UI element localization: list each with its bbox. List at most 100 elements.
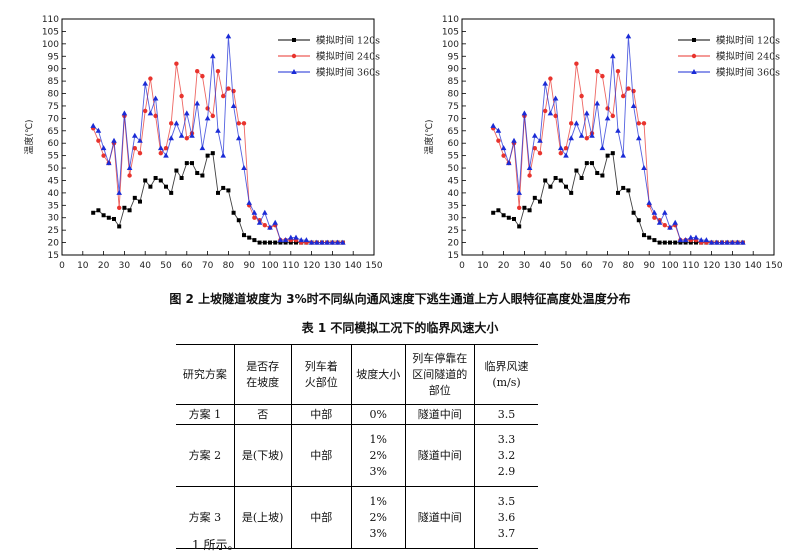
data-point-triangle: [329, 239, 336, 245]
data-point-square: [262, 240, 267, 245]
speed-value: 3.2: [497, 448, 516, 462]
speed-value: 3.3: [497, 432, 516, 446]
speed-value: 3.7: [497, 526, 516, 540]
data-point-square: [553, 175, 558, 180]
header-plan: 研究方案: [176, 344, 235, 405]
data-point-triangle: [230, 102, 237, 108]
table-header-row: 研究方案 是否存在坡度 列车着火部位 坡度大小 列车停靠在区间隧道的部位 临界风…: [176, 344, 538, 405]
data-point-square: [112, 216, 116, 221]
header-slope: 是否存在坡度: [233, 344, 292, 405]
data-point-triangle: [262, 209, 268, 215]
data-point-triangle: [599, 145, 606, 151]
data-point-square: [605, 153, 610, 158]
data-point-square: [294, 240, 298, 245]
data-point-triangle: [506, 160, 512, 166]
y-tick-label: 35: [48, 201, 59, 211]
data-point-triangle: [558, 145, 564, 151]
header-fire: 列车着火部位: [290, 344, 352, 405]
data-point-triangle: [126, 165, 133, 171]
series-line: [493, 152, 743, 244]
data-point-square: [662, 240, 667, 245]
data-point-circle: [532, 145, 537, 151]
grade-value: 3%: [369, 464, 387, 478]
data-point-triangle: [552, 95, 559, 101]
data-point-triangle: [526, 165, 533, 171]
data-point-circle: [163, 145, 169, 151]
legend-marker: [291, 53, 297, 59]
data-point-square: [496, 208, 501, 213]
data-point-circle: [527, 173, 532, 178]
plot-frame: [61, 18, 375, 256]
data-point-square: [631, 210, 636, 215]
plot-frame: [461, 18, 775, 256]
data-point-square: [657, 240, 662, 245]
data-point-triangle: [236, 135, 242, 141]
data-point-triangle: [116, 189, 122, 195]
data-point-square: [106, 215, 111, 220]
data-point-square: [252, 238, 257, 243]
data-point-triangle: [532, 132, 538, 138]
data-point-triangle: [100, 145, 107, 151]
data-point-triangle: [604, 115, 611, 121]
data-point-square: [122, 205, 127, 210]
data-point-triangle: [724, 239, 730, 245]
data-point-square: [694, 240, 698, 245]
header-text: 是否存在坡度: [246, 359, 280, 389]
critical-velocity-table: 研究方案 是否存在坡度 列车着火部位 坡度大小 列车停靠在区间隧道的部位 临界风…: [176, 344, 538, 549]
table-row: 方案 3 是(上坡) 中部 1% 2% 3% 隧道中间 3.5 3.6 3.7: [176, 486, 538, 549]
data-point-square: [268, 240, 272, 245]
speed-value: 2.9: [497, 464, 516, 478]
data-point-triangle: [584, 110, 590, 116]
data-point-triangle: [272, 219, 278, 225]
x-tick-label: 110: [282, 261, 299, 271]
y-tick-label: 50: [448, 164, 460, 174]
header-text: 临界风速(m/s): [484, 359, 529, 389]
x-tick-label: 40: [539, 261, 551, 271]
x-tick-label: 40: [139, 261, 151, 271]
y-tick-label: 65: [48, 127, 59, 137]
x-tick-label: 80: [223, 261, 235, 271]
data-point-square: [200, 173, 205, 178]
data-point-triangle: [303, 237, 310, 243]
header-text: 研究方案: [182, 367, 227, 381]
data-point-square: [195, 171, 200, 176]
data-point-triangle: [500, 145, 507, 151]
data-point-square: [257, 240, 262, 245]
legend-label: 模拟时间 360s: [716, 67, 780, 79]
data-point-triangle: [199, 145, 206, 151]
data-point-triangle: [288, 234, 294, 240]
data-point-square: [688, 240, 693, 245]
y-tick-label: 105: [442, 27, 459, 37]
y-tick-label: 70: [448, 114, 460, 124]
data-point-square: [216, 190, 220, 195]
data-point-triangle: [630, 102, 637, 108]
data-point-triangle: [225, 33, 232, 39]
data-point-square: [169, 190, 174, 195]
data-point-triangle: [152, 95, 159, 101]
data-point-square: [501, 213, 506, 218]
data-point-triangle: [521, 110, 528, 116]
data-point-triangle: [184, 110, 190, 116]
data-point-triangle: [578, 132, 585, 138]
data-point-triangle: [594, 100, 600, 106]
y-tick-label: 105: [42, 27, 59, 37]
data-point-circle: [563, 145, 569, 151]
cell-fire: 中部: [290, 404, 352, 425]
data-point-circle: [584, 136, 589, 141]
cell-slope: 是(上坡): [233, 486, 292, 549]
data-point-square: [164, 184, 168, 189]
y-tick-label: 75: [448, 102, 459, 112]
chart-svg-left: 0 10 20 30 40 50 60 70 80 90 100 110 120 130 140 150 15 2…: [23, 15, 383, 271]
data-point-square: [584, 161, 589, 166]
data-point-triangle: [610, 53, 616, 59]
data-point-square: [96, 208, 101, 213]
data-point-square: [574, 168, 579, 173]
data-point-circle: [574, 61, 579, 66]
x-tick-label: 70: [202, 261, 214, 271]
data-point-triangle: [334, 239, 341, 245]
speed-value: 3.5: [497, 494, 516, 508]
data-point-square: [148, 184, 153, 189]
cell-plan: 方案 2: [176, 424, 235, 487]
x-tick-label: 150: [765, 261, 782, 271]
data-point-circle: [517, 205, 522, 210]
